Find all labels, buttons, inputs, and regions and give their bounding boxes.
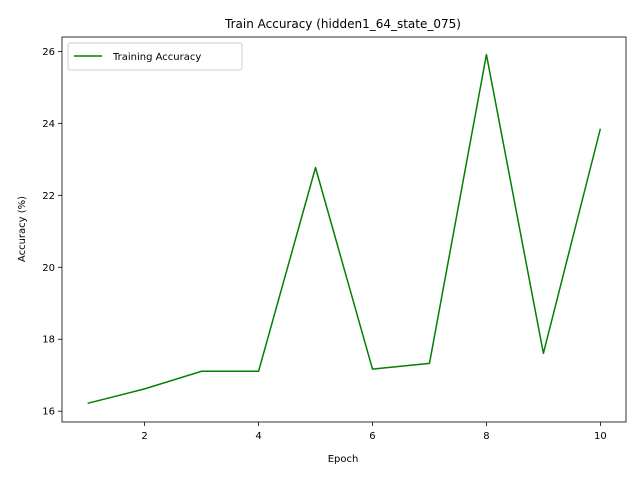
legend: Training Accuracy <box>67 42 243 71</box>
chart-title: Train Accuracy (hidden1_64_state_075) <box>224 17 461 31</box>
x-tick-label: 2 <box>141 431 147 442</box>
y-tick-label: 20 <box>42 263 55 274</box>
series-line <box>87 53 602 405</box>
x-tick-label: 6 <box>369 431 375 442</box>
x-tick-label: 4 <box>255 431 261 442</box>
y-tick-label: 18 <box>42 335 55 346</box>
plot-area <box>87 53 602 405</box>
x-tick-label: 10 <box>594 431 607 442</box>
legend-label: Training Accuracy <box>112 52 201 63</box>
x-tick-label: 8 <box>483 431 489 442</box>
y-axis: 16 18 20 22 24 26 <box>42 47 62 418</box>
x-axis-label: Epoch <box>328 454 359 465</box>
y-axis-label: Accuracy (%) <box>17 196 28 262</box>
legend-box <box>67 42 243 71</box>
y-tick-label: 16 <box>42 407 55 418</box>
x-axis: 2 4 6 8 10 <box>141 422 607 442</box>
plot-frame <box>61 36 627 423</box>
y-tick-label: 24 <box>42 119 55 130</box>
y-tick-label: 26 <box>42 47 55 58</box>
y-tick-label: 22 <box>42 191 55 202</box>
